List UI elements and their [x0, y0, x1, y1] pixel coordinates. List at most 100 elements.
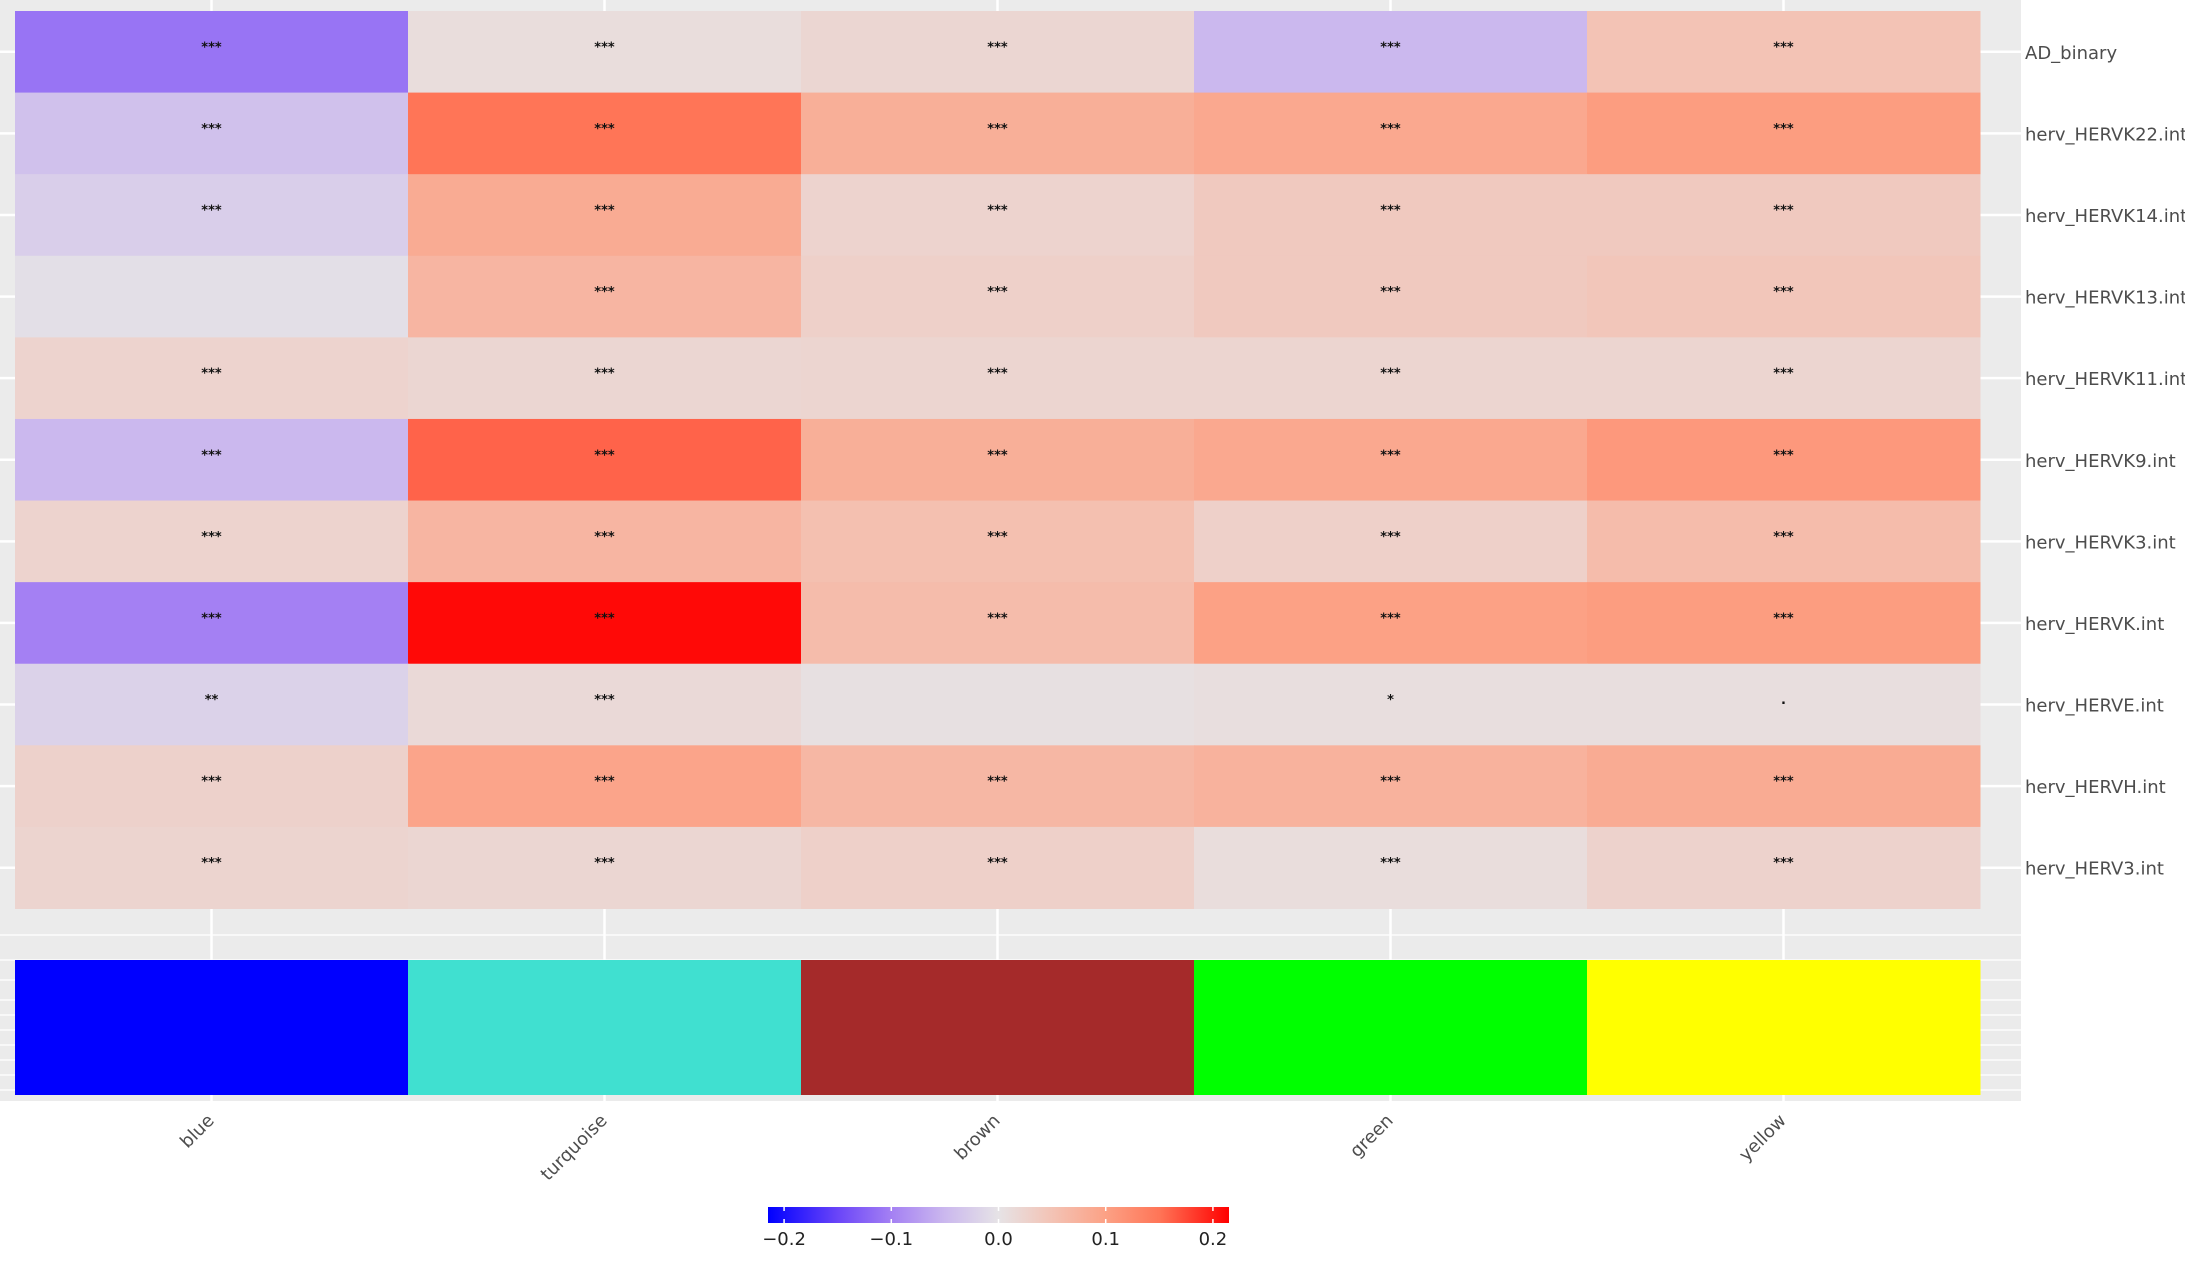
heatmap-cell [15, 582, 409, 665]
heatmap-cell [408, 500, 802, 583]
significance-label: *** [987, 775, 1008, 790]
module-strip [1587, 960, 1981, 1095]
significance-label: *** [594, 611, 615, 626]
heatmap-cell [1194, 826, 1588, 909]
row-label: herv_HERVK9.int [2025, 451, 2176, 472]
heatmap-cell [408, 92, 802, 175]
significance-label: *** [594, 693, 615, 708]
significance-label: *** [987, 448, 1008, 463]
colorbar-tick-label: 0.1 [1091, 1229, 1120, 1250]
significance-label: *** [201, 611, 222, 626]
significance-label: *** [1773, 203, 1794, 218]
significance-label: * [1387, 693, 1394, 708]
heatmap-cell [15, 92, 409, 175]
significance-label: *** [201, 203, 222, 218]
heatmap-cell [1587, 11, 1981, 94]
colorbar-tick-label: −0.1 [869, 1229, 913, 1250]
module-strip [1194, 960, 1588, 1095]
heatmap-cell [801, 500, 1195, 583]
heatmap-cell [1194, 174, 1588, 257]
colorbar-tick-label: 0.2 [1199, 1229, 1228, 1250]
heatmap-cell [15, 337, 409, 420]
heatmap-cell [801, 582, 1195, 665]
significance-label: *** [1380, 367, 1401, 382]
module-strip [408, 960, 802, 1095]
x-tick-label: turquoise [537, 1110, 612, 1185]
heatmap-cell [1587, 418, 1981, 502]
significance-label: *** [987, 122, 1008, 137]
heatmap-cell [15, 255, 409, 338]
heatmap-cell [15, 826, 409, 909]
significance-label: *** [1380, 775, 1401, 790]
x-tick-label: brown [950, 1110, 1004, 1164]
heatmap-cell [408, 255, 802, 338]
module-strip [801, 960, 1195, 1095]
significance-label: *** [594, 775, 615, 790]
significance-label: *** [1773, 367, 1794, 382]
significance-label: ** [205, 693, 219, 708]
x-tick-label: blue [176, 1110, 218, 1152]
row-label: herv_HERVH.int [2025, 777, 2166, 798]
module-strip [15, 960, 409, 1095]
row-label: herv_HERV3.int [2025, 859, 2164, 880]
row-label: herv_HERVK13.int [2025, 288, 2185, 309]
heatmap-cell [1587, 663, 1981, 746]
significance-label: *** [987, 40, 1008, 55]
significance-label: *** [1380, 40, 1401, 55]
heatmap-cell [801, 11, 1195, 94]
row-label: herv_HERVK3.int [2025, 532, 2176, 553]
heatmap-cell [1587, 174, 1981, 257]
heatmap-cell [801, 745, 1195, 828]
heatmap-cell [1587, 255, 1981, 338]
x-tick-label: green [1346, 1110, 1398, 1162]
significance-label: *** [1773, 448, 1794, 463]
significance-label: *** [1380, 448, 1401, 463]
significance-label: *** [201, 856, 222, 871]
heatmap-cell [801, 92, 1195, 175]
heatmap-cell [801, 663, 1195, 746]
heatmap-cell [15, 745, 409, 828]
significance-label: *** [1380, 611, 1401, 626]
heatmap-cell [1194, 663, 1588, 746]
significance-label: . [1781, 693, 1786, 708]
heatmap-cell [1587, 582, 1981, 665]
row-label: herv_HERVK22.int [2025, 124, 2185, 145]
significance-label: *** [1773, 611, 1794, 626]
significance-label: *** [594, 530, 615, 545]
significance-label: *** [201, 448, 222, 463]
heatmap-cell [1587, 500, 1981, 583]
heatmap-cell [1194, 500, 1588, 583]
significance-label: *** [1773, 856, 1794, 871]
heatmap-cell [1587, 92, 1981, 175]
significance-label: *** [201, 122, 222, 137]
x-tick-label: yellow [1735, 1110, 1790, 1165]
significance-label: *** [594, 40, 615, 55]
heatmap-cell [15, 663, 409, 746]
heatmap-cell [408, 826, 802, 909]
heatmap-cell [1587, 745, 1981, 828]
heatmap-cell [801, 826, 1195, 909]
heatmap-cell [801, 174, 1195, 257]
significance-label: *** [594, 203, 615, 218]
heatmap-cell [408, 337, 802, 420]
significance-label: *** [1773, 775, 1794, 790]
significance-label: *** [987, 367, 1008, 382]
row-label: herv_HERVK11.int [2025, 369, 2185, 390]
heatmap-cell [1587, 337, 1981, 420]
significance-label: *** [201, 530, 222, 545]
heatmap-cell [408, 11, 802, 94]
row-label: herv_HERVK14.int [2025, 206, 2185, 227]
significance-label: *** [1773, 40, 1794, 55]
heatmap-cell [1587, 826, 1981, 909]
significance-label: *** [594, 448, 615, 463]
heatmap-cell [801, 337, 1195, 420]
significance-label: *** [594, 285, 615, 300]
significance-label: *** [1380, 122, 1401, 137]
row-label: herv_HERVE.int [2025, 696, 2164, 717]
significance-label: *** [987, 856, 1008, 871]
heatmap-cell [1194, 745, 1588, 828]
heatmap-cell [1194, 337, 1588, 420]
heatmap-cell [1194, 418, 1588, 502]
significance-label: *** [1380, 203, 1401, 218]
significance-label: *** [1773, 122, 1794, 137]
